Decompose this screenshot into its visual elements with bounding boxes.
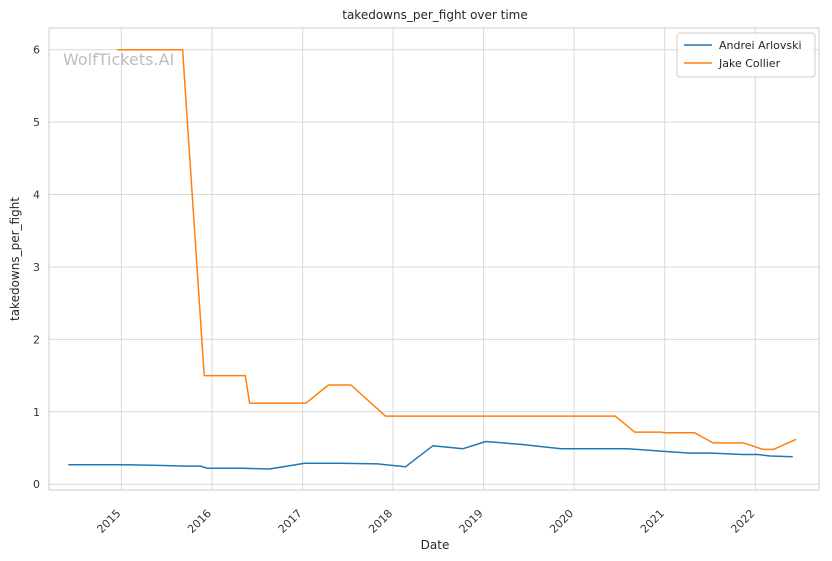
x-tick-label: 2018 — [366, 507, 395, 536]
y-tick-label: 4 — [33, 189, 40, 202]
y-axis-label: takedowns_per_fight — [8, 197, 22, 321]
legend-label-andrei-arlovski: Andrei Arlovski — [719, 39, 802, 52]
x-tick-label: 2015 — [95, 507, 124, 536]
y-tick-label: 6 — [33, 44, 40, 57]
grid — [49, 28, 819, 490]
y-tick-label: 1 — [33, 406, 40, 419]
chart-title: takedowns_per_fight over time — [342, 8, 528, 22]
x-tick-label: 2020 — [547, 507, 576, 536]
y-tick-label: 3 — [33, 261, 40, 274]
y-tick-label: 5 — [33, 116, 40, 129]
x-tick-label: 2019 — [457, 507, 486, 536]
legend-label-jake-collier: Jake Collier — [718, 57, 781, 70]
x-axis-ticks: 2015 2016 2017 2018 2019 2020 2021 2022 — [95, 507, 758, 536]
x-axis-label: Date — [421, 538, 450, 552]
y-tick-label: 2 — [33, 333, 40, 346]
series-line-jake-collier — [117, 48, 797, 451]
watermark: WolfTickets.AI — [63, 50, 174, 69]
y-axis-ticks: 0 1 2 3 4 5 6 — [33, 44, 40, 491]
legend-box — [676, 32, 816, 78]
x-tick-label: 2016 — [185, 507, 214, 536]
plot-frame — [48, 27, 820, 491]
series-layer — [68, 48, 797, 470]
x-tick-label: 2021 — [638, 507, 667, 536]
legend: Andrei Arlovski Jake Collier — [676, 32, 816, 78]
x-tick-label: 2017 — [276, 507, 305, 536]
series-line-andrei-arlovski — [68, 440, 793, 470]
x-tick-label: 2022 — [728, 507, 757, 536]
y-tick-label: 0 — [33, 478, 40, 491]
